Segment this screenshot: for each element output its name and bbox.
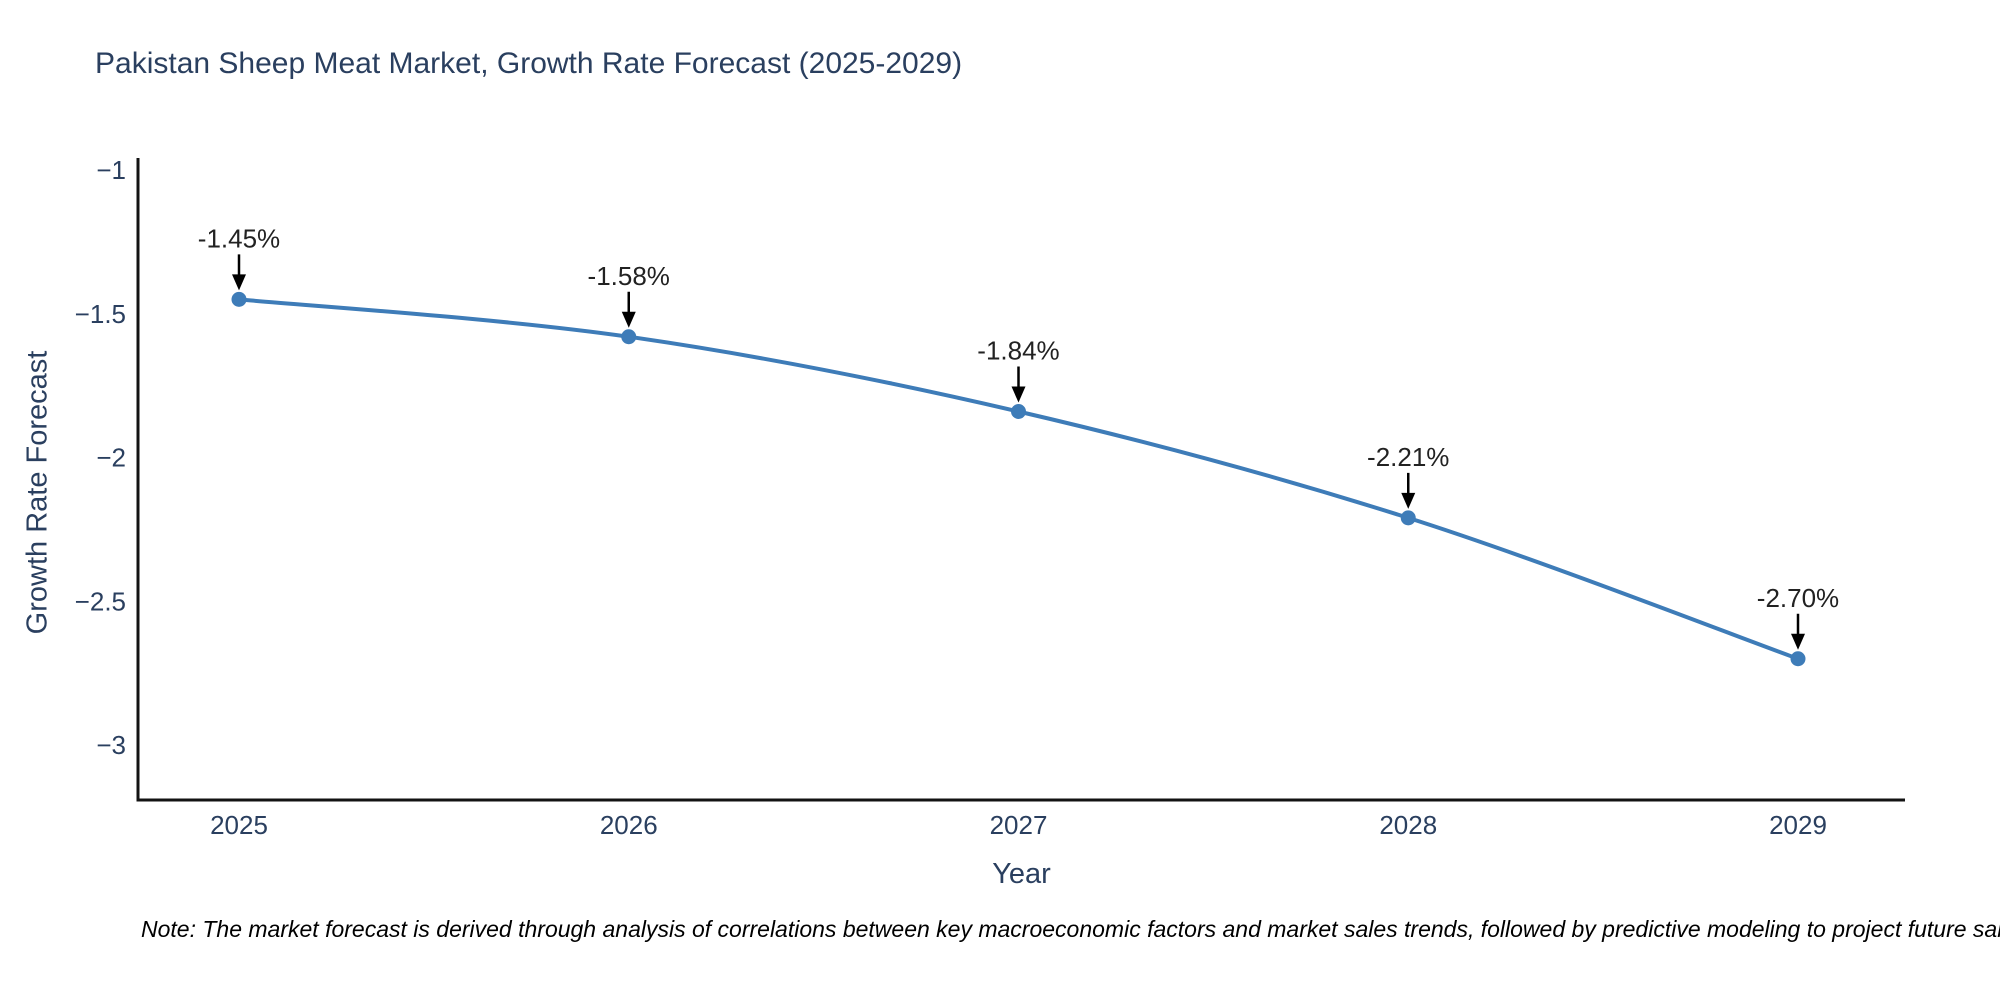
- y-tick-label: −1: [96, 155, 126, 185]
- annotation-label: -1.45%: [198, 223, 280, 253]
- x-tick-label: 2026: [600, 810, 658, 840]
- annotation-label: -1.84%: [977, 336, 1059, 366]
- x-tick-label: 2029: [1769, 810, 1827, 840]
- annotation-arrowhead-icon: [1791, 633, 1805, 650]
- x-tick-label: 2027: [990, 810, 1048, 840]
- x-tick-label: 2028: [1379, 810, 1437, 840]
- data-point-2025[interactable]: [231, 291, 247, 307]
- y-tick-label: −3: [96, 730, 126, 760]
- x-axis-title: Year: [992, 858, 1051, 890]
- data-point-2026[interactable]: [621, 329, 637, 345]
- annotation-arrowhead-icon: [232, 274, 246, 291]
- annotation-label: -2.70%: [1757, 583, 1839, 613]
- data-point-2027[interactable]: [1011, 404, 1026, 419]
- data-point-2029[interactable]: [1790, 651, 1806, 667]
- annotation-arrowhead-icon: [621, 311, 636, 328]
- y-tick-label: −1.5: [75, 299, 126, 329]
- annotation-arrowhead-icon: [1011, 386, 1026, 403]
- y-tick-label: −2.5: [75, 586, 126, 616]
- annotation-arrowhead-icon: [1401, 492, 1416, 509]
- footnote: Note: The market forecast is derived thr…: [141, 916, 2000, 942]
- chart-title: Pakistan Sheep Meat Market, Growth Rate …: [95, 47, 963, 80]
- annotation-label: -1.58%: [588, 261, 670, 291]
- annotation-label: -2.21%: [1367, 442, 1449, 472]
- y-tick-label: −2: [96, 443, 126, 473]
- data-point-2028[interactable]: [1400, 510, 1416, 526]
- y-axis-title: Growth Rate Forecast: [21, 350, 54, 635]
- x-tick-label: 2025: [210, 810, 268, 840]
